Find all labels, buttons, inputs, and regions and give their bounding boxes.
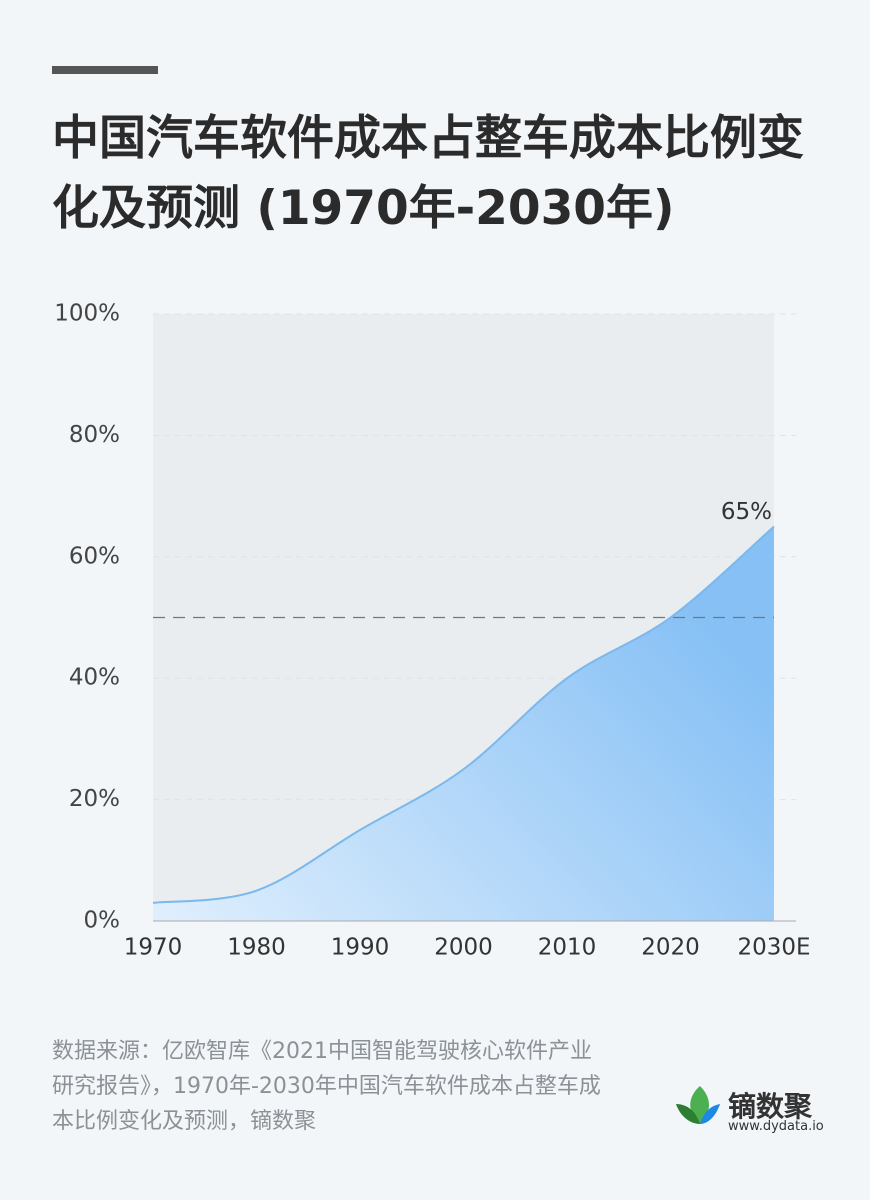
- brand-url: www.dydata.io: [728, 1119, 824, 1134]
- y-tick-label: 20%: [69, 786, 120, 812]
- y-tick-label: 80%: [69, 422, 120, 448]
- y-tick-label: 40%: [69, 665, 120, 691]
- x-tick-label: 1980: [227, 935, 286, 961]
- source-note: 数据来源：亿欧智库《2021中国智能驾驶核心软件产业研究报告》，1970年-20…: [52, 1039, 601, 1134]
- area: [153, 526, 774, 921]
- x-tick-label: 1970: [124, 935, 183, 961]
- line: [152, 525, 775, 904]
- chart-title: 中国汽车软件成本占整车成本比例变化及预测 (1970年-2030年): [52, 111, 804, 236]
- y-tick-label: 60%: [69, 543, 120, 569]
- x-tick-label: 1990: [331, 935, 390, 961]
- decor-bar: [52, 66, 158, 74]
- x-tick-label: 2010: [538, 935, 597, 961]
- x-tick-label: 2000: [434, 935, 493, 961]
- y-tick-label: 100%: [54, 301, 120, 327]
- x-tick-label: 2020: [641, 935, 700, 961]
- data-label: 65%: [721, 499, 772, 525]
- x-tick-label: 2030E: [737, 935, 810, 961]
- brand-name: 镝数聚: [728, 1090, 813, 1123]
- y-tick-label: 0%: [84, 908, 121, 934]
- leaf-logo: [676, 1086, 720, 1124]
